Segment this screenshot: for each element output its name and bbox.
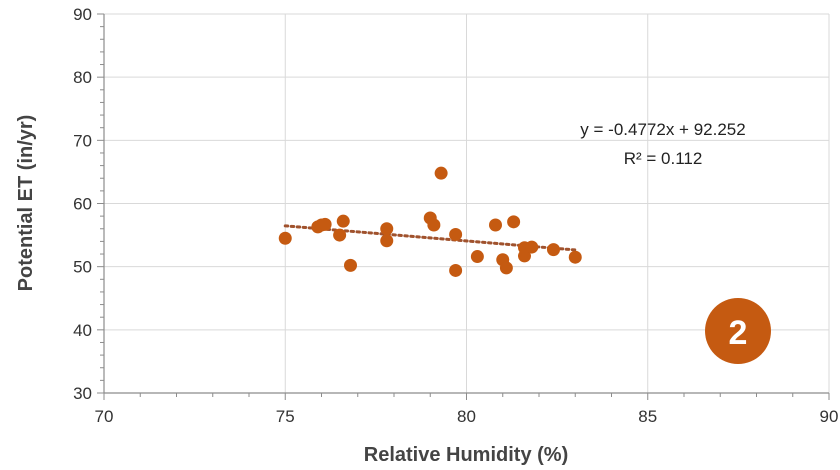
data-point bbox=[449, 263, 463, 277]
y-tick-label: 60 bbox=[73, 195, 92, 214]
tick-labels: 30 40 50 60 70 80 90 70 75 80 85 90 bbox=[73, 5, 838, 426]
x-axis-title: Relative Humidity (%) bbox=[364, 444, 568, 466]
tick-marks bbox=[97, 13, 830, 400]
y-tick-label: 40 bbox=[73, 321, 92, 340]
data-point bbox=[380, 222, 394, 236]
y-tick-label: 90 bbox=[73, 5, 92, 24]
data-point bbox=[449, 227, 463, 241]
data-point bbox=[499, 261, 513, 275]
data-point bbox=[333, 228, 347, 242]
badge-label: 2 bbox=[729, 314, 748, 352]
data-point bbox=[434, 166, 448, 180]
trendline-equation: y = -0.4772x + 92.252 bbox=[580, 120, 745, 139]
y-axis-title: Potential ET (in/yr) bbox=[15, 115, 37, 292]
data-point bbox=[336, 214, 350, 228]
figure-number-badge: 2 bbox=[705, 298, 771, 364]
y-tick-label: 50 bbox=[73, 258, 92, 277]
data-point bbox=[547, 243, 560, 257]
data-point bbox=[470, 250, 484, 264]
y-tick-label: 80 bbox=[73, 68, 92, 87]
x-tick-label: 85 bbox=[638, 407, 657, 426]
data-point bbox=[318, 217, 332, 231]
grid-lines bbox=[104, 13, 830, 393]
data-point bbox=[380, 234, 394, 248]
data-point bbox=[489, 218, 502, 232]
badge-circle bbox=[705, 298, 771, 364]
x-tick-label: 70 bbox=[95, 407, 114, 426]
data-point bbox=[427, 218, 441, 232]
x-tick-label: 90 bbox=[820, 407, 839, 426]
y-tick-label: 30 bbox=[73, 384, 92, 403]
r-squared-label: R² = 0.112 bbox=[624, 149, 703, 168]
data-points bbox=[278, 166, 582, 277]
data-point bbox=[278, 231, 292, 245]
data-point bbox=[344, 258, 357, 272]
x-tick-label: 75 bbox=[276, 407, 295, 426]
x-tick-label: 80 bbox=[457, 407, 476, 426]
y-tick-label: 70 bbox=[73, 131, 92, 150]
data-point bbox=[525, 240, 539, 254]
data-point bbox=[568, 250, 582, 264]
data-point bbox=[507, 215, 521, 229]
data-point bbox=[518, 249, 531, 263]
